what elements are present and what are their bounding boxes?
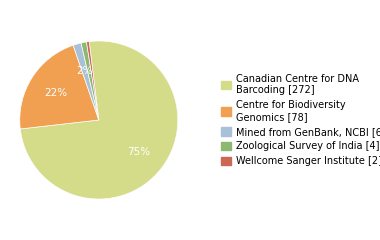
Wedge shape <box>20 45 99 129</box>
Wedge shape <box>87 42 99 120</box>
Text: 75%: 75% <box>128 147 151 157</box>
Text: 2%: 2% <box>76 66 93 76</box>
Wedge shape <box>81 42 99 120</box>
Wedge shape <box>20 41 178 199</box>
Wedge shape <box>73 43 99 120</box>
Legend: Canadian Centre for DNA
Barcoding [272], Centre for Biodiversity
Genomics [78], : Canadian Centre for DNA Barcoding [272],… <box>218 71 380 169</box>
Text: 22%: 22% <box>44 88 67 98</box>
